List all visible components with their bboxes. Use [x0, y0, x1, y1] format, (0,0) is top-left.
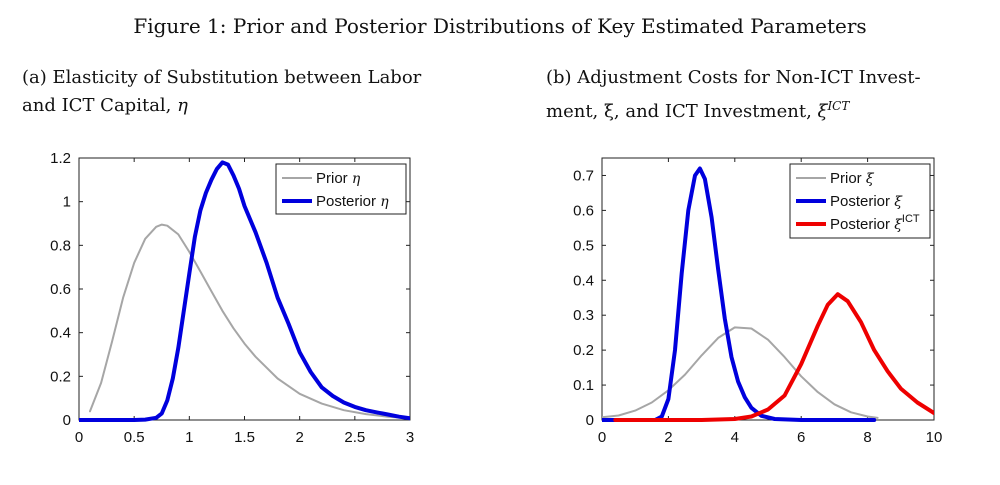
plot-area-0: 0 0.5 1 1.5 2 2.5 3 0 0.2 0.4 0.6 0.8 1 1.2 — [50, 150, 414, 446]
panel-a-title: (a) Elasticity of Substitution between L… — [22, 64, 462, 120]
y-tick-label: 0.6 — [50, 281, 71, 298]
panel-a-title-symbol: η — [177, 95, 188, 116]
x-tick-label: 0.5 — [124, 429, 145, 446]
panel-b-title: (b) Adjustment Costs for Non-ICT Invest-… — [546, 64, 986, 126]
y-tick-label: 0.4 — [50, 325, 71, 342]
x-tick-label: 2.5 — [344, 429, 365, 446]
panel-b-title-line2: ment, ξ, and ICT Investment, — [546, 101, 818, 122]
legend-label-name: Prior — [316, 170, 352, 187]
panel-b-title-line1: (b) Adjustment Costs for Non-ICT Invest- — [546, 67, 921, 88]
legend-label-name: Posterior — [316, 193, 380, 210]
panel-a-title-line2: and ICT Capital, — [22, 95, 178, 116]
panel-a-title-line1: (a) Elasticity of Substitution between L… — [22, 67, 422, 88]
legend-label: Posterior η — [316, 193, 389, 210]
x-tick-label: 0 — [75, 429, 83, 446]
panel-b-title-superscript: ICT — [827, 99, 850, 113]
y-tick-label: 0.8 — [50, 237, 71, 254]
x-tick-label: 2 — [295, 429, 303, 446]
y-tick-label: 0.2 — [50, 368, 71, 385]
legend-label: Prior η — [316, 170, 361, 187]
legend-label-symbol: η — [380, 194, 389, 210]
y-tick-label: 1.2 — [50, 150, 71, 167]
y-tick-label: 1 — [63, 194, 71, 211]
legend-label-symbol: η — [352, 171, 361, 187]
x-tick-label: 1.5 — [234, 429, 255, 446]
y-tick-label: 0 — [63, 412, 71, 429]
series-line-posterior — [79, 160, 410, 422]
x-tick-label: 1 — [185, 429, 193, 446]
x-tick-label: 3 — [406, 429, 414, 446]
series-line-prior — [89, 223, 410, 420]
figure-title: Figure 1: Prior and Posterior Distributi… — [133, 14, 867, 38]
legend-box — [275, 163, 407, 215]
panel-b-title-symbol: ξ — [817, 101, 828, 122]
